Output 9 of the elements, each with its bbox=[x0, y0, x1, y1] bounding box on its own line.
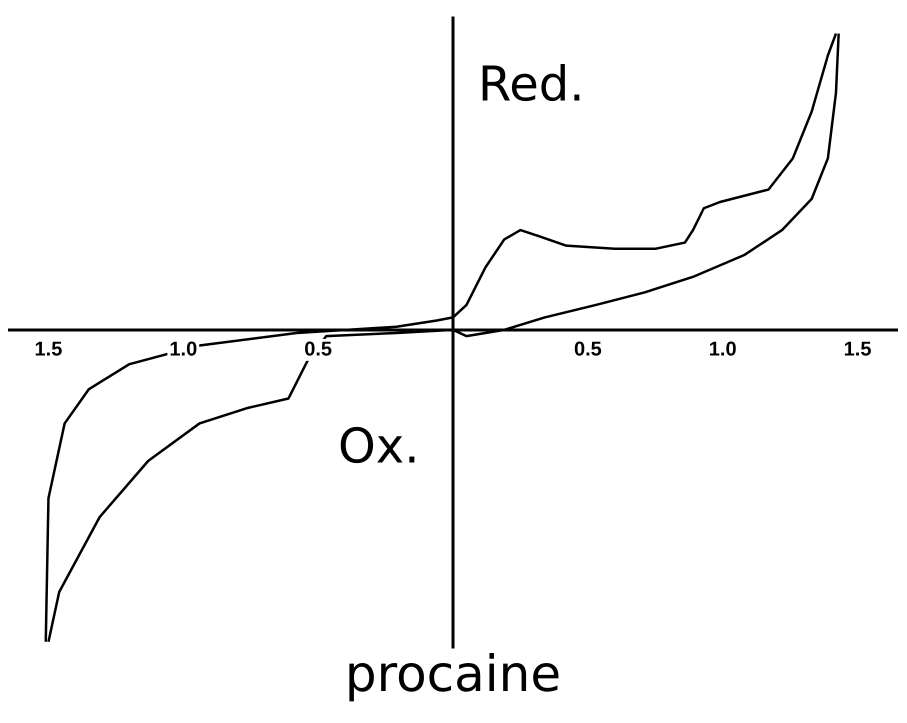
x-tick-label: 1.5 bbox=[844, 338, 872, 360]
x-tick-label: 1.0 bbox=[708, 338, 737, 360]
x-tick-label: 0.5 bbox=[574, 338, 602, 360]
annotation: Ox. bbox=[338, 418, 420, 474]
x-tick-label: 1.0 bbox=[169, 338, 198, 360]
x-tick-label: 1.5 bbox=[34, 338, 62, 360]
annotation: Red. bbox=[478, 56, 584, 112]
text: procaine bbox=[344, 644, 562, 703]
x-tick-label: 0.5 bbox=[304, 338, 332, 360]
